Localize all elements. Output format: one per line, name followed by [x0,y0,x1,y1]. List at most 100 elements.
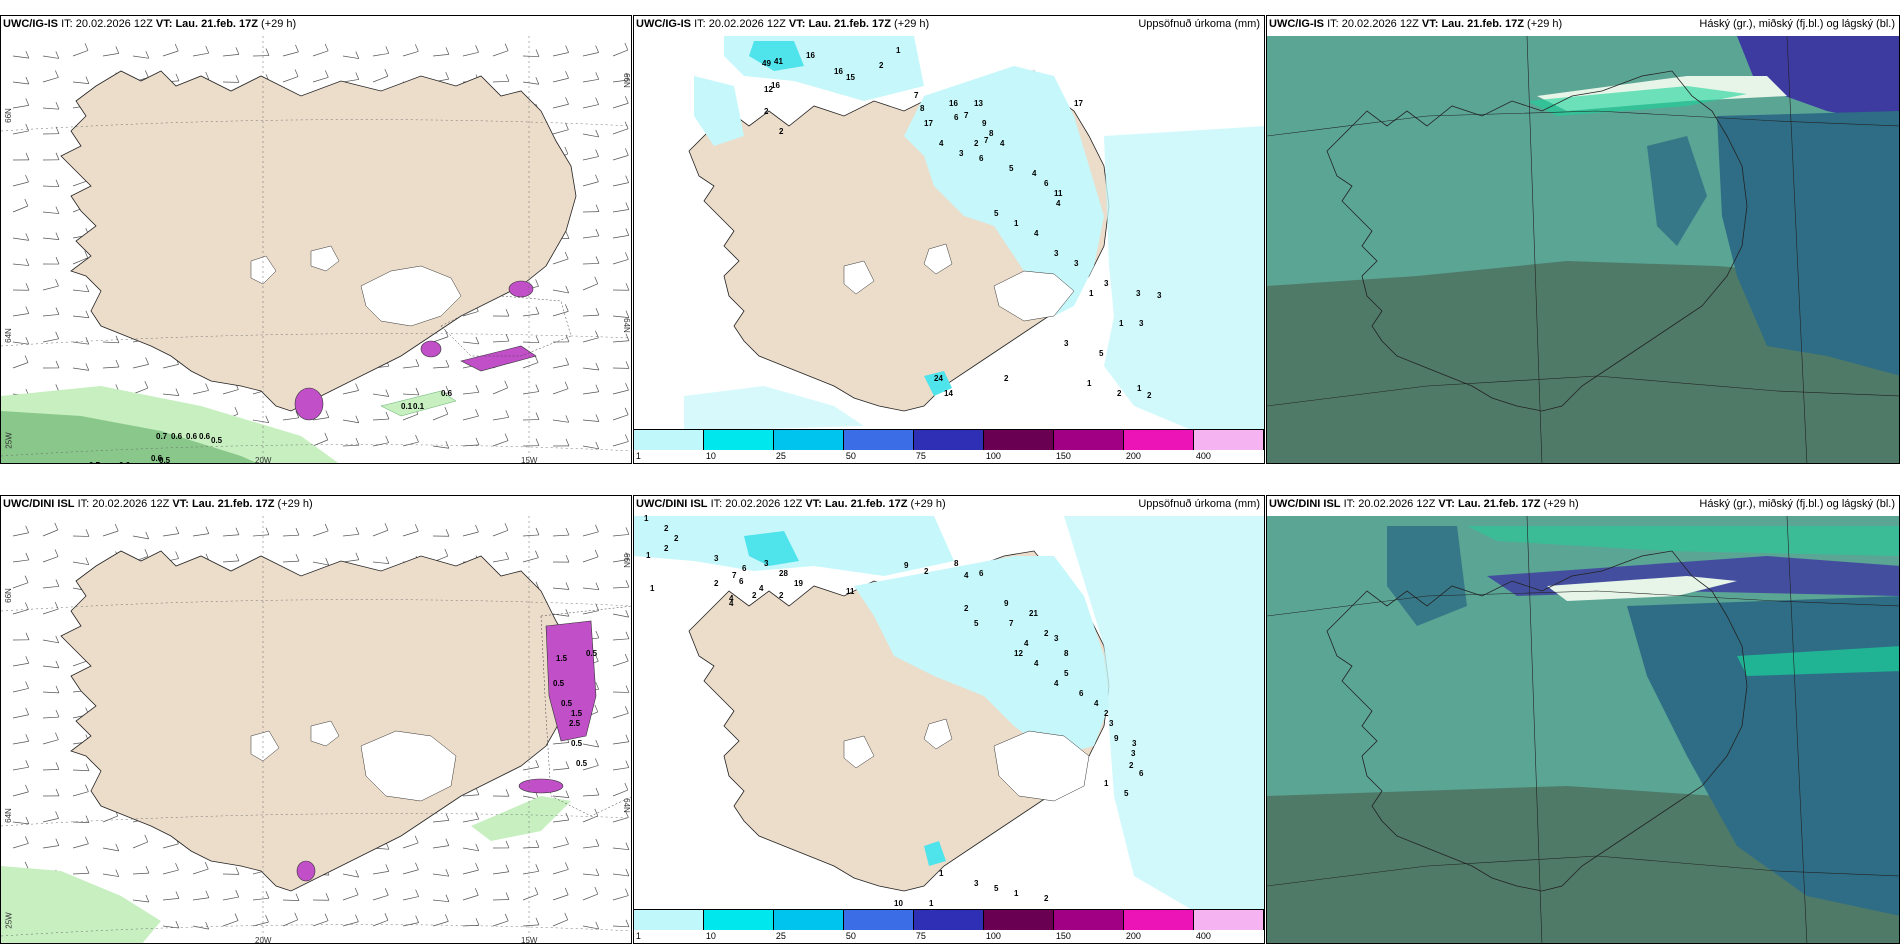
value-label: 12 [764,85,773,94]
wind-barb-flag [595,630,600,639]
wind-barb [282,76,299,83]
value-label: 6 [954,113,959,122]
wind-barb-flag [535,864,540,872]
wind-barb-flag [535,840,540,848]
wind-barb [582,391,599,395]
wind-barb [402,842,419,849]
wind-barb-flag [475,45,479,53]
wind-barb-flag [475,811,480,820]
wind-barb-flag [505,892,510,900]
wind-barb-flag [24,198,29,207]
wind-barb-flag [565,609,570,617]
precip-south-blob [924,841,946,866]
wind-barb [612,182,629,187]
wind-barb-flag [385,556,390,564]
wind-barb [552,258,569,265]
wind-barb-flag [594,808,599,817]
wind-barb [582,181,599,187]
wind-barb-flag [25,337,30,345]
wind-barb-flag [85,836,89,844]
wind-barb-flag [625,868,630,877]
wind-barb-flag [85,763,90,771]
wind-barb [552,894,569,901]
colorbar-swatch [774,910,844,930]
wind-barb-flag [55,331,60,339]
wind-barb [132,364,149,369]
wind-barb [582,263,600,265]
wind-barb [222,896,239,901]
wind-barb [432,899,449,903]
wind-barb-flag [505,551,510,560]
value-label: 0.6 [151,454,163,463]
wind-barb [492,50,509,57]
value-label: 0.6 [441,389,453,398]
wind-barb [342,894,359,901]
wind-barb [102,873,119,877]
wind-barb-flag [115,335,120,343]
wind-barb-flag [505,410,510,418]
colorbar-label: 200 [1125,931,1141,941]
wind-barb-flag [565,122,569,130]
wind-barb [12,237,29,241]
wind-barb [222,920,239,927]
cloud-mid-west [1387,526,1467,626]
panel-precip-dini: UWC/DINI ISL IT: 20.02.2026 12Z VT: Lau.… [633,495,1265,944]
wind-barb [552,311,569,317]
value-label: 8 [920,104,925,113]
wind-barb-flag [595,256,600,264]
wind-barb-flag [444,914,449,922]
colorbar-swatch [1194,910,1264,930]
wind-barb [102,847,119,852]
wind-barb-flag [625,202,630,210]
iceland-land [60,550,577,892]
wind-barb [612,712,629,719]
wind-barb [552,129,569,135]
colorbar-label: 10 [705,451,716,461]
value-label: 2 [779,127,784,136]
value-label: 8 [1064,649,1069,658]
wind-barb-flag [235,47,240,55]
wind-barb [582,104,599,109]
wind-barb-flag [624,121,629,129]
wind-barb [582,587,599,591]
wind-barb-flag [85,557,90,565]
wind-barb-flag [565,761,570,769]
wind-barb [552,52,569,57]
value-label: 3 [1131,749,1136,758]
value-label: 10 [894,899,903,908]
wind-barb [432,873,449,877]
colorbar-swatch [634,910,704,930]
wind-barb-flag [625,310,630,318]
wind-barb [552,587,569,590]
wind-barb-flag [445,813,450,821]
wind-barb [312,530,329,537]
value-label: 2 [779,591,784,600]
wind-barb-flag [55,732,59,740]
value-label: 3 [1064,339,1069,348]
wind-barb-flag [445,71,450,80]
wind-barb [72,769,89,772]
wind-barb [582,133,599,138]
wind-barb [432,820,449,823]
wind-barb-flag [414,524,419,532]
value-label: 0.6 [199,432,211,441]
panel-title: UWC/IG-IS IT: 20.02.2026 12Z VT: Lau. 21… [636,18,930,30]
value-label: 4 [1034,229,1039,238]
wind-barb-flag [564,146,569,155]
glacier-hofsjokull [923,243,953,275]
wind-barb [342,444,359,447]
precip-west [694,76,744,146]
wind-barb [12,740,29,745]
wind-barb-flag [295,44,299,53]
wind-barb-flag [55,232,60,240]
wind-barb-flag [25,602,29,610]
value-label: 3 [1132,739,1137,748]
wind-barb [72,50,89,57]
wind-barb [462,894,479,901]
wind-barb [612,873,629,877]
wind-barb [372,871,389,875]
ice-green-se [380,390,457,417]
wind-barb-flag [505,309,510,317]
wind-barb [42,338,59,343]
wind-barb [12,766,29,771]
